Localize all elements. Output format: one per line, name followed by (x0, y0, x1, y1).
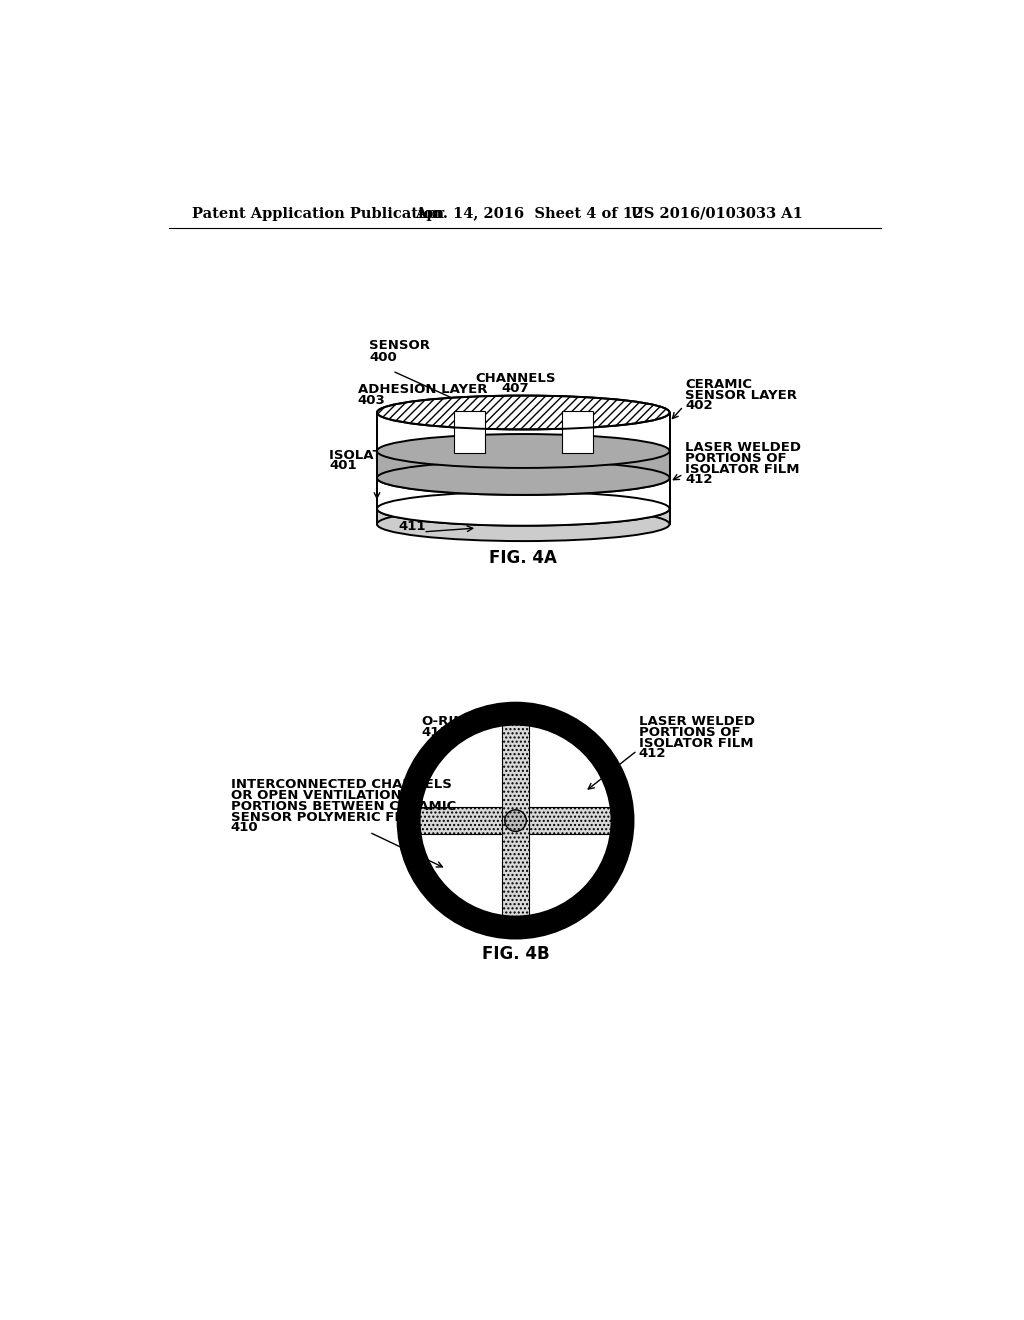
Circle shape (419, 725, 611, 917)
Text: 411: 411 (398, 520, 426, 532)
Text: PORTIONS BETWEEN CERAMIC: PORTIONS BETWEEN CERAMIC (230, 800, 456, 813)
Text: 412: 412 (685, 474, 713, 486)
Text: LASER WELDED: LASER WELDED (685, 441, 801, 454)
Polygon shape (454, 411, 484, 453)
Polygon shape (419, 807, 611, 834)
Circle shape (505, 810, 526, 832)
Polygon shape (502, 725, 529, 917)
Text: SENSOR LAYER: SENSOR LAYER (685, 388, 797, 401)
Text: ADHESION LAYER: ADHESION LAYER (357, 383, 487, 396)
Text: FIG. 4B: FIG. 4B (481, 945, 549, 964)
Text: ISOLATOR FILM: ISOLATOR FILM (685, 462, 800, 475)
Polygon shape (562, 411, 593, 453)
Ellipse shape (377, 434, 670, 469)
Text: SENSOR POLYMERIC FILM: SENSOR POLYMERIC FILM (230, 810, 421, 824)
Text: Patent Application Publication: Patent Application Publication (193, 207, 444, 220)
Text: LASER WELDED: LASER WELDED (639, 715, 755, 729)
Text: 407: 407 (502, 383, 529, 396)
Text: O-RING: O-RING (422, 715, 476, 729)
Text: CERAMIC: CERAMIC (685, 378, 752, 391)
Ellipse shape (377, 507, 670, 541)
Ellipse shape (377, 492, 670, 525)
Polygon shape (377, 451, 670, 478)
Text: 411: 411 (422, 726, 450, 739)
Ellipse shape (377, 396, 670, 429)
Text: ISOLATOR FILM: ISOLATOR FILM (330, 449, 443, 462)
Text: 412: 412 (639, 747, 667, 760)
Ellipse shape (377, 492, 670, 525)
Text: O-RING: O-RING (398, 508, 453, 521)
Text: CHANNELS: CHANNELS (475, 372, 556, 384)
Ellipse shape (377, 461, 670, 495)
Text: PORTIONS OF: PORTIONS OF (685, 451, 786, 465)
Ellipse shape (377, 461, 670, 495)
Text: OR OPEN VENTILATION: OR OPEN VENTILATION (230, 789, 401, 803)
Text: SENSOR: SENSOR (370, 339, 430, 352)
Text: PORTIONS OF: PORTIONS OF (639, 726, 740, 739)
Text: 410: 410 (230, 821, 258, 834)
Text: INTERCONNECTED CHANNELS: INTERCONNECTED CHANNELS (230, 779, 452, 791)
Text: 400: 400 (370, 351, 397, 364)
Text: 403: 403 (357, 395, 385, 407)
Text: 402: 402 (685, 400, 713, 412)
Text: ISOLATOR FILM: ISOLATOR FILM (639, 737, 754, 750)
Text: FIG. 4A: FIG. 4A (489, 549, 557, 566)
Text: US 2016/0103033 A1: US 2016/0103033 A1 (631, 207, 803, 220)
Circle shape (401, 706, 630, 935)
Text: Apr. 14, 2016  Sheet 4 of 12: Apr. 14, 2016 Sheet 4 of 12 (416, 207, 644, 220)
Text: 401: 401 (330, 459, 356, 473)
Polygon shape (377, 478, 670, 508)
Polygon shape (377, 508, 670, 524)
Polygon shape (377, 412, 670, 451)
